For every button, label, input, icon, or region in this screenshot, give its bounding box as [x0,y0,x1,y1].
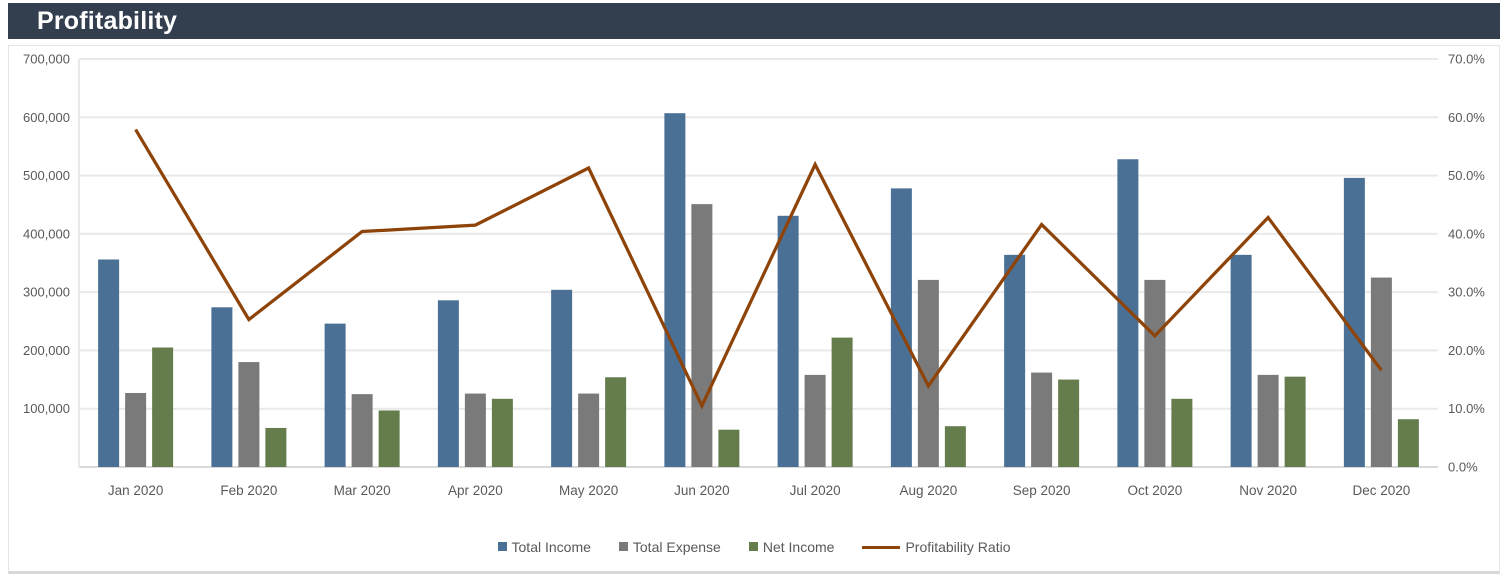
bar-total-income[interactable] [1117,159,1139,467]
x-axis-label: Dec 2020 [1352,483,1410,498]
bar-total-expense[interactable] [1031,372,1053,467]
bar-total-expense[interactable] [578,393,600,467]
left-axis-tick: 300,000 [23,285,70,300]
legend-label: Total Expense [632,539,721,555]
bar-net-income[interactable] [1284,376,1306,467]
bar-net-income[interactable] [718,429,740,467]
bar-total-income[interactable] [664,113,686,467]
legend-swatch [497,542,507,551]
legend-item-net-income[interactable]: Net Income [748,539,835,555]
bar-total-expense[interactable] [238,362,260,467]
legend-swatch [748,542,758,551]
bar-total-income[interactable] [1343,177,1365,467]
legend-swatch [618,542,628,551]
x-axis-label: Oct 2020 [1127,483,1182,498]
right-axis-tick: 0.0% [1448,460,1478,475]
x-axis-label: May 2020 [559,483,618,498]
right-axis-tick: 20.0% [1448,343,1485,358]
bar-total-expense[interactable] [917,279,939,467]
bar-total-expense[interactable] [1370,277,1392,467]
title-bar: Profitability [8,3,1500,39]
legend-label: Net Income [762,539,835,555]
bar-total-expense[interactable] [125,392,147,467]
bar-total-expense[interactable] [464,393,486,467]
bar-total-income[interactable] [98,259,120,467]
page-title: Profitability [37,6,178,35]
bar-net-income[interactable] [1058,379,1080,467]
right-axis-tick: 10.0% [1448,401,1485,416]
x-axis-label: Jun 2020 [674,483,730,498]
left-axis-tick: 600,000 [23,110,70,125]
x-axis-label: Jul 2020 [790,483,841,498]
right-axis-tick: 40.0% [1448,226,1485,241]
bar-total-income[interactable] [551,289,573,467]
legend-item-total-expense[interactable]: Total Expense [618,539,721,555]
x-axis-label: Nov 2020 [1239,483,1297,498]
bar-net-income[interactable] [265,427,287,467]
bar-total-income[interactable] [1004,254,1026,467]
right-axis-tick: 60.0% [1448,110,1485,125]
left-axis-tick: 500,000 [23,168,70,183]
left-axis-tick: 200,000 [23,343,70,358]
left-axis-tick: 100,000 [23,401,70,416]
x-axis-label: Mar 2020 [334,483,391,498]
left-axis-tick: 700,000 [23,52,70,67]
bar-total-income[interactable] [211,307,233,467]
left-axis-tick: 400,000 [23,226,70,241]
legend-item-total-income[interactable]: Total Income [497,539,591,555]
x-axis-label: Jan 2020 [108,483,164,498]
bar-total-income[interactable] [890,188,912,467]
bar-net-income[interactable] [605,377,627,467]
right-axis-tick: 50.0% [1448,168,1485,183]
bar-net-income[interactable] [378,410,400,467]
bar-total-income[interactable] [437,300,459,467]
bar-net-income[interactable] [944,426,966,467]
legend-item-profitability-ratio[interactable]: Profitability Ratio [862,539,1010,555]
line-profitability-ratio[interactable] [134,128,1383,410]
bar-net-income[interactable] [491,398,513,467]
profitability-chart: 100,000 200,000 300,000 400,000 500,000 600,0… [23,52,1485,499]
legend-line-swatch [862,545,901,549]
bar-total-expense[interactable] [691,204,713,468]
bar-net-income[interactable] [152,347,174,467]
bar-total-income[interactable] [1230,254,1252,467]
bar-total-income[interactable] [324,323,346,467]
bar-total-income[interactable] [777,215,799,467]
right-axis-tick: 70.0% [1448,52,1485,67]
legend-label: Total Income [511,539,591,555]
x-axis-label: Sep 2020 [1013,483,1071,498]
bar-total-expense[interactable] [1144,279,1166,467]
x-axis-label: Apr 2020 [448,483,503,498]
bar-total-expense[interactable] [351,394,373,467]
chart-card: 100,000 200,000 300,000 400,000 500,000 600,0… [8,45,1500,574]
bar-net-income[interactable] [1397,419,1419,467]
bar-net-income[interactable] [1171,398,1193,467]
bar-total-expense[interactable] [804,374,826,467]
x-axis-label: Aug 2020 [899,483,957,498]
bar-total-expense[interactable] [1257,374,1279,467]
legend-label: Profitability Ratio [905,539,1011,555]
right-axis-tick: 30.0% [1448,285,1485,300]
bar-net-income[interactable] [831,337,853,467]
chart-legend: Total Income Total Expense Net Income Profi… [9,537,1499,557]
x-axis-label: Feb 2020 [220,483,277,498]
